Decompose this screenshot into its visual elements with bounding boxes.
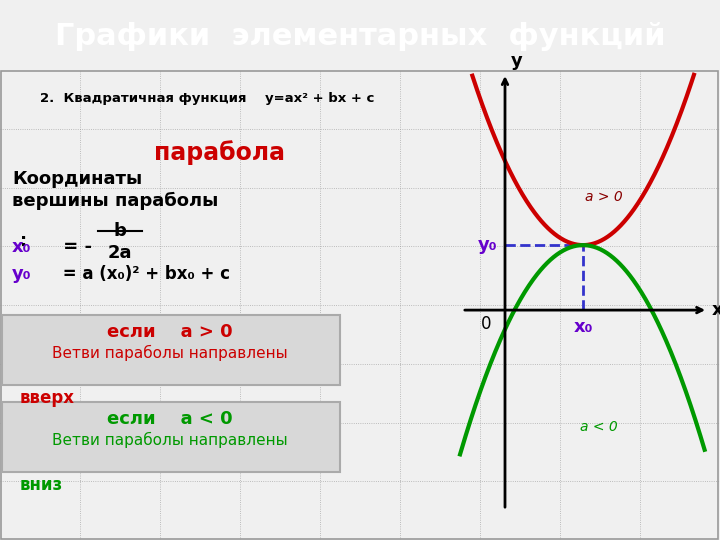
Text: 2a: 2a (108, 244, 132, 262)
Text: вниз: вниз (20, 476, 63, 494)
Text: парабола: парабола (155, 140, 286, 165)
Text: x₀: x₀ (573, 318, 593, 336)
Text: b: b (114, 222, 127, 240)
Text: a < 0: a < 0 (580, 420, 618, 434)
Bar (2, 315, 340, 385)
Text: Ветви параболы направлены: Ветви параболы направлены (52, 345, 288, 361)
Text: :: : (20, 232, 27, 250)
Text: x₀: x₀ (12, 238, 32, 256)
Text: 2.  Квадратичная функция    y=ax² + bx + c: 2. Квадратичная функция y=ax² + bx + c (40, 92, 374, 105)
Text: Графики  элементарных  функций: Графики элементарных функций (55, 22, 665, 51)
Text: y₀: y₀ (477, 236, 497, 254)
Text: = -: = - (57, 238, 92, 256)
Text: y₀: y₀ (12, 265, 32, 283)
Text: = a (x₀)² + bx₀ + c: = a (x₀)² + bx₀ + c (57, 265, 230, 283)
Text: вверх: вверх (20, 389, 75, 407)
Text: если    a > 0: если a > 0 (107, 323, 233, 341)
Text: a > 0: a > 0 (585, 190, 623, 204)
Text: 0: 0 (480, 315, 491, 333)
Text: если    a < 0: если a < 0 (107, 410, 233, 428)
Text: x: x (712, 301, 720, 319)
Text: y: y (511, 52, 523, 70)
Text: Координаты: Координаты (12, 170, 143, 188)
Text: Ветви параболы направлены: Ветви параболы направлены (52, 432, 288, 448)
Bar (2, 402, 340, 472)
Text: вершины параболы: вершины параболы (12, 192, 218, 210)
